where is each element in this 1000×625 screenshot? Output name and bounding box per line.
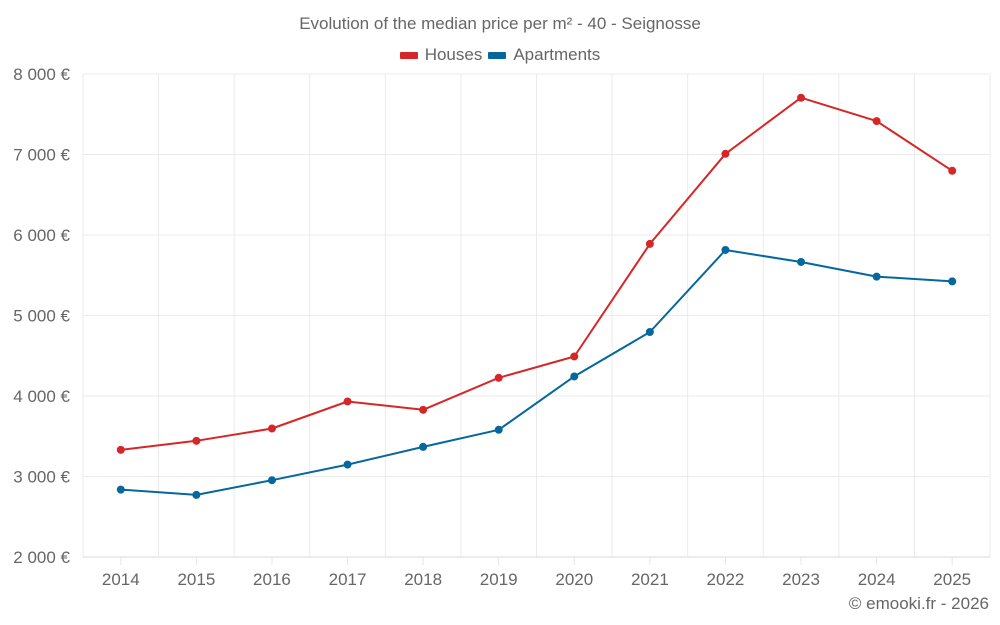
y-tick-label: 5 000 €: [13, 307, 70, 326]
data-point-apartments: [721, 245, 730, 254]
data-point-houses: [192, 436, 201, 445]
data-point-apartments: [116, 485, 125, 494]
grid: [82, 73, 991, 558]
y-tick-label: 3 000 €: [13, 468, 70, 487]
data-point-apartments: [267, 476, 276, 485]
y-tick-label: 6 000 €: [13, 226, 70, 245]
legend-swatch-houses: [399, 51, 418, 59]
x-tick-label: 2015: [177, 570, 215, 589]
legend-swatch-apartments: [488, 51, 507, 59]
x-tick-label: 2017: [329, 570, 367, 589]
data-point-apartments: [948, 277, 957, 286]
x-tick-label: 2023: [782, 570, 820, 589]
axes: 2 000 € 3 000 € 4 000 € 5 000 € 6 000 € 7 000…: [13, 65, 971, 589]
legend-label-houses: Houses: [424, 45, 483, 64]
x-tick-label: 2021: [631, 570, 669, 589]
data-point-apartments: [419, 442, 428, 451]
series-line-houses: [120, 96, 953, 451]
x-tick-label: 2016: [253, 570, 291, 589]
credit-text: © emooki.fr - 2026: [848, 594, 989, 613]
x-tick-label: 2014: [102, 570, 140, 589]
y-tick-label: 4 000 €: [13, 387, 70, 406]
data-point-houses: [343, 397, 352, 406]
legend: Houses Apartments: [0, 45, 1000, 65]
series-line-apartments: [120, 249, 953, 496]
legend-label-apartments: Apartments: [513, 45, 601, 64]
data-point-apartments: [192, 490, 201, 499]
data-point-houses: [948, 166, 957, 175]
x-tick-label: 2022: [707, 570, 745, 589]
data-point-houses: [419, 405, 428, 414]
data-point-houses: [494, 373, 503, 382]
legend-item-apartments[interactable]: Apartments: [488, 45, 600, 65]
y-tick-label: 7 000 €: [13, 146, 70, 165]
data-point-houses: [116, 445, 125, 454]
series-layer: [116, 93, 957, 499]
data-point-houses: [797, 93, 806, 102]
data-point-houses: [872, 117, 881, 126]
x-tick-label: 2019: [480, 570, 518, 589]
y-tick-label: 8 000 €: [13, 65, 70, 84]
data-point-apartments: [645, 328, 654, 337]
data-point-apartments: [343, 460, 352, 469]
data-point-apartments: [570, 372, 579, 381]
chart-title: Evolution of the median price per m² - 4…: [299, 14, 701, 33]
y-tick-label: 2 000 €: [13, 548, 70, 567]
data-point-houses: [570, 352, 579, 361]
data-point-apartments: [494, 425, 503, 434]
x-tick-label: 2024: [858, 570, 896, 589]
legend-item-houses[interactable]: Houses: [399, 45, 483, 65]
x-tick-label: 2018: [404, 570, 442, 589]
x-tick-label: 2020: [555, 570, 593, 589]
data-point-houses: [721, 149, 730, 158]
data-point-houses: [267, 424, 276, 433]
data-point-houses: [645, 239, 654, 248]
x-tick-label: 2025: [933, 570, 971, 589]
data-point-apartments: [797, 257, 806, 266]
data-point-apartments: [872, 272, 881, 281]
